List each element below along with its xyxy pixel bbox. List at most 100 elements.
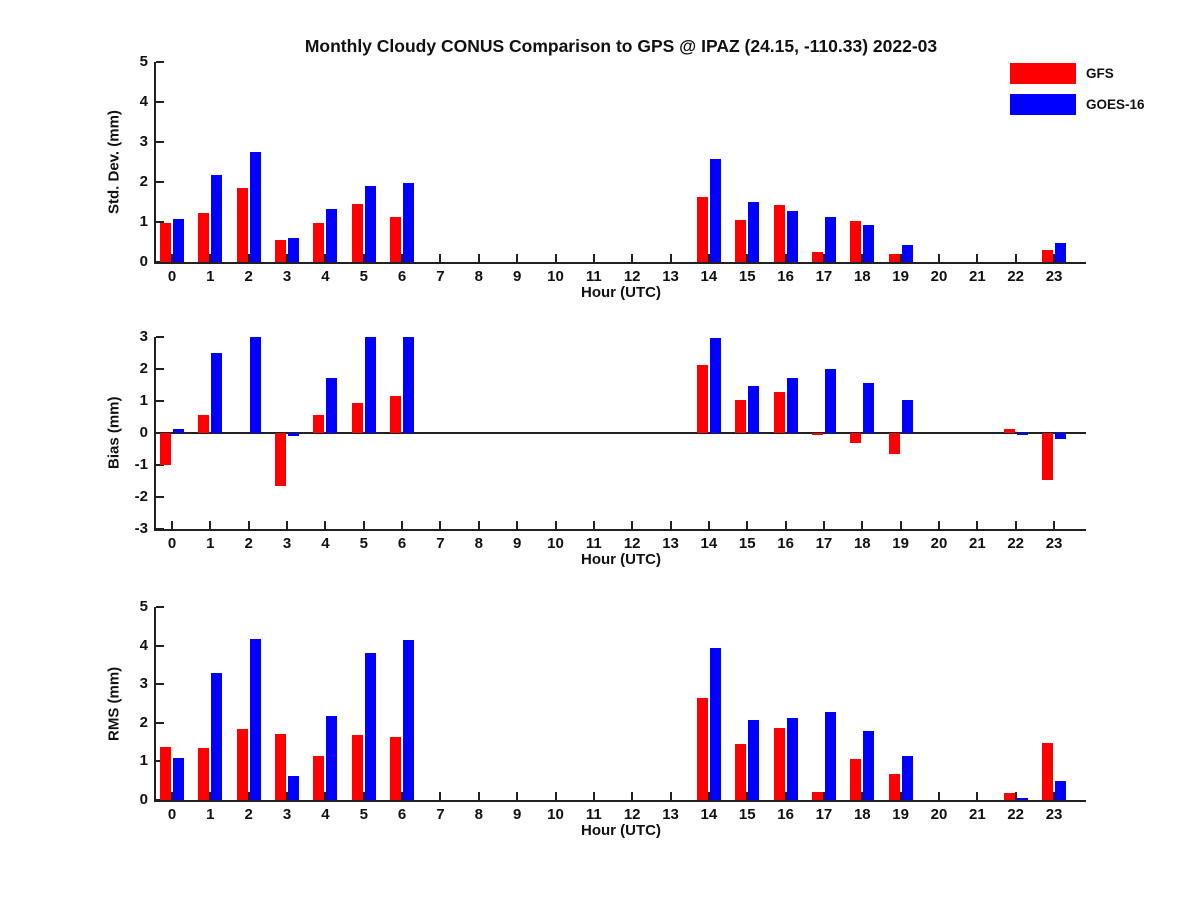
bar-goes-16-hour-19	[901, 400, 913, 433]
x-tick-mark	[401, 792, 404, 800]
x-tick-label: 17	[815, 535, 833, 552]
x-tick-label: 19	[892, 268, 909, 285]
y-tick-mark	[156, 261, 164, 263]
y-tick-mark	[156, 496, 164, 498]
x-tick-mark	[861, 254, 864, 262]
x-tick-label: 23	[1045, 535, 1063, 552]
bar-gfs-hour-4	[313, 223, 325, 262]
bar-gfs-hour-5	[351, 204, 363, 262]
bar-gfs-hour-18	[850, 433, 862, 443]
y-tick-mark	[156, 721, 164, 724]
y-tick-mark	[156, 528, 164, 530]
x-axis-spine	[154, 529, 1086, 531]
x-tick-mark	[324, 521, 327, 529]
zero-reference-line	[156, 432, 1086, 434]
bar-goes-16-hour-1	[211, 672, 223, 800]
x-tick-mark	[401, 521, 404, 529]
bar-gfs-hour-14	[696, 365, 708, 433]
bar-goes-16-hour-0	[173, 758, 184, 800]
x-tick-mark	[976, 792, 979, 800]
y-tick-label: 5	[139, 53, 148, 70]
bar-goes-16-hour-22	[1016, 433, 1028, 435]
x-tick-mark	[554, 792, 557, 800]
y-tick-mark	[156, 141, 164, 143]
x-tick-mark	[938, 792, 940, 800]
x-tick-mark	[784, 254, 787, 262]
x-tick-mark	[439, 521, 442, 529]
x-tick-label: 15	[738, 806, 756, 823]
y-tick-label: 3	[139, 133, 148, 150]
subplot-bias: Bias (mm) -3 -2 -1 0 1 2 3 0 1 2 3 4 5 6 7 8 9 10 11 12 13 14…	[0, 328, 1200, 568]
x-tick-label: 13	[662, 268, 679, 285]
x-tick-label: 7	[436, 268, 445, 285]
x-tick-mark	[324, 254, 327, 262]
bar-goes-16-hour-15	[748, 719, 760, 800]
bar-goes-16-hour-4	[326, 716, 338, 800]
bar-goes-16-hour-19	[901, 244, 913, 262]
x-tick-mark	[861, 521, 864, 529]
x-tick-mark	[324, 792, 327, 800]
y-axis-spine	[154, 607, 156, 800]
x-tick-label: 8	[474, 806, 483, 823]
figure-title: Monthly Cloudy CONUS Comparison to GPS @…	[304, 36, 938, 56]
bar-gfs-hour-23	[1042, 250, 1054, 262]
y-tick-label: 2	[139, 713, 148, 731]
y-tick-mark	[156, 606, 164, 608]
x-tick-label: 16	[777, 806, 794, 823]
y-tick-label: 4	[139, 636, 148, 654]
x-tick-label: 6	[397, 806, 407, 823]
x-tick-label: 6	[397, 535, 407, 552]
x-tick-label: 7	[436, 806, 445, 823]
x-tick-mark	[362, 254, 365, 262]
bias-x-axis-label: Hour (UTC)	[581, 551, 661, 568]
y-tick-label: 1	[139, 213, 148, 230]
bar-gfs-hour-18	[850, 220, 862, 262]
x-tick-label: 0	[167, 806, 177, 823]
x-tick-label: 22	[1007, 535, 1025, 552]
x-tick-label: 5	[359, 806, 368, 823]
y-tick-mark	[156, 683, 164, 686]
bar-gfs-hour-22	[1003, 793, 1015, 800]
legend-item-goes16: GOES-16	[1010, 94, 1190, 115]
x-tick-label: 11	[585, 806, 602, 823]
x-tick-mark	[899, 254, 902, 262]
x-tick-mark	[209, 521, 212, 529]
x-tick-mark	[976, 521, 979, 529]
x-tick-mark	[362, 521, 365, 529]
x-tick-mark	[1053, 792, 1056, 800]
x-tick-mark	[861, 792, 864, 800]
bar-gfs-hour-23	[1042, 433, 1054, 481]
x-tick-mark	[822, 521, 825, 529]
bar-goes-16-hour-5	[364, 653, 376, 800]
x-tick-mark	[247, 254, 250, 262]
bar-gfs-hour-0	[160, 433, 171, 465]
legend: GFS GOES-16	[1010, 63, 1190, 125]
subplot-std-dev: Std. Dev. (mm) 0 1 2 3 4 5 0 1 2 3 4 5 6 7 8 9 10 11 12 13 1…	[0, 53, 1200, 301]
x-tick-mark	[362, 792, 365, 800]
x-tick-label: 0	[167, 535, 177, 552]
bar-gfs-hour-5	[351, 735, 363, 800]
bar-goes-16-hour-17	[824, 712, 836, 800]
x-tick-mark	[1053, 521, 1056, 529]
bar-goes-16-hour-1	[211, 175, 223, 262]
bar-gfs-hour-4	[313, 414, 325, 433]
x-tick-mark	[746, 792, 749, 800]
x-tick-label: 3	[282, 535, 292, 552]
bar-gfs-hour-15	[735, 744, 747, 800]
bar-gfs-hour-1	[198, 747, 210, 800]
x-tick-mark	[592, 792, 595, 800]
y-tick-mark	[156, 464, 164, 466]
x-tick-mark	[554, 521, 557, 529]
gfs-color-swatch	[1010, 63, 1076, 84]
x-tick-label: 23	[1045, 806, 1063, 823]
bar-gfs-hour-0	[160, 223, 171, 262]
bar-gfs-hour-19	[888, 254, 900, 262]
x-tick-label: 21	[969, 268, 986, 285]
bar-gfs-hour-6	[390, 737, 402, 800]
y-tick-label: -1	[134, 456, 148, 473]
x-tick-mark	[554, 254, 557, 262]
y-tick-mark	[156, 799, 164, 801]
y-tick-label: 1	[139, 752, 148, 770]
x-tick-label: 1	[206, 806, 215, 823]
x-tick-mark	[516, 254, 519, 262]
